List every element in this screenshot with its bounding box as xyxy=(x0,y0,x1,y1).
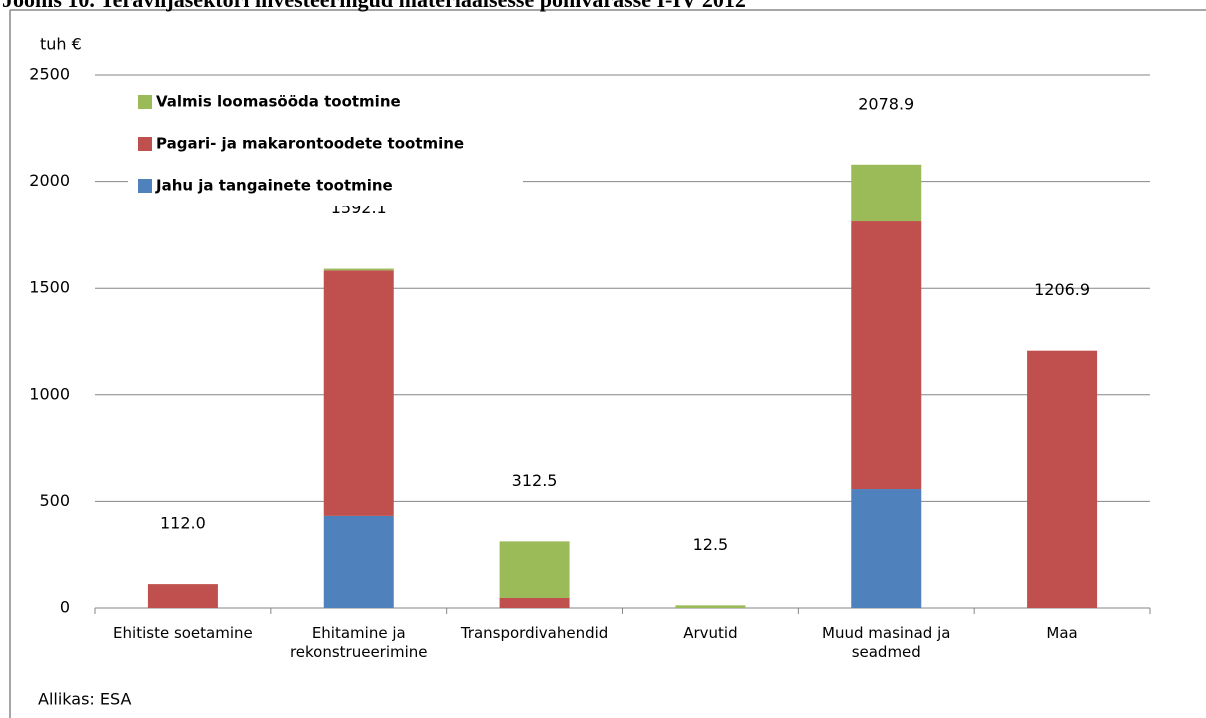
y-tick-label: 500 xyxy=(39,491,70,510)
y-tick-label: 1000 xyxy=(29,384,70,403)
total-label: 2078.9 xyxy=(858,94,914,113)
legend-label: Jahu ja tangainete tootmine xyxy=(155,177,393,195)
legend-swatch xyxy=(138,179,152,193)
bar-segment xyxy=(851,221,922,490)
y-tick-label: 2500 xyxy=(29,65,70,84)
y-tick-label: 1500 xyxy=(29,278,70,297)
y-tick-label: 0 xyxy=(60,598,70,617)
bar-segment xyxy=(323,270,394,516)
bar-segment xyxy=(851,164,922,222)
bar-segment xyxy=(147,584,218,608)
x-tick-label: Arvutid xyxy=(683,624,738,642)
source: Allikas: ESA xyxy=(38,690,131,709)
x-tick-label: Ehitamine ja rekonstrueerimine xyxy=(289,624,428,661)
bar-segment xyxy=(323,268,394,271)
y-axis-label: tuh € xyxy=(40,35,82,54)
total-label: 1206.9 xyxy=(1034,280,1090,299)
total-label: 312.5 xyxy=(512,471,558,490)
bar-segment xyxy=(851,489,922,608)
y-tick-label: 2000 xyxy=(29,171,70,190)
x-tick-label: Ehitiste soetamine xyxy=(113,624,253,642)
bar-segment xyxy=(499,541,570,598)
chart-title: Joonis 10. Teraviljasektori investeering… xyxy=(2,0,746,12)
x-tick-label: Maa xyxy=(1046,624,1078,642)
x-tick-label: Muud masinad ja seadmed xyxy=(822,624,951,661)
bar-segment xyxy=(499,597,570,608)
legend-swatch xyxy=(138,95,152,109)
bar-segment xyxy=(323,515,394,608)
bar-segment xyxy=(675,605,746,608)
bar-segment xyxy=(1027,350,1098,608)
legend-box xyxy=(128,84,523,206)
legend-swatch xyxy=(138,137,152,151)
x-tick-label: Transpordivahendid xyxy=(460,624,609,642)
legend-label: Pagari- ja makarontoodete tootmine xyxy=(156,135,464,153)
total-label: 112.0 xyxy=(160,514,206,533)
legend-label: Valmis loomasööda tootmine xyxy=(156,93,401,111)
total-label: 12.5 xyxy=(693,535,729,554)
